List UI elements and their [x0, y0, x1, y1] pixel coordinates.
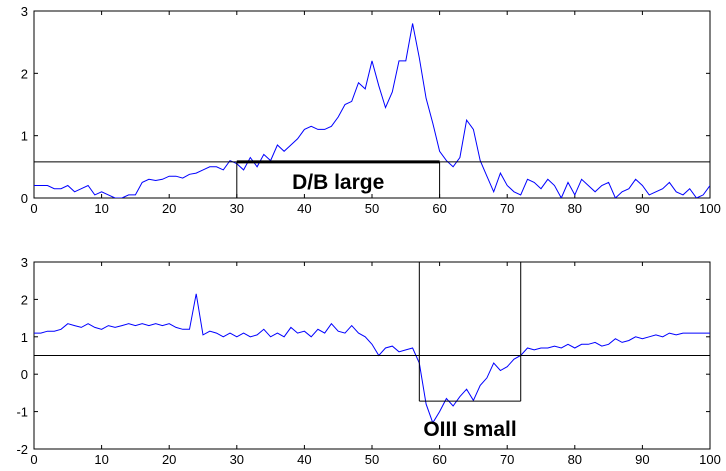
x-tick-label: 70: [500, 201, 514, 216]
y-tick-label: -2: [16, 442, 28, 457]
x-tick-label: 100: [699, 201, 721, 216]
x-tick-label: 0: [30, 201, 37, 216]
x-tick-label: 90: [635, 201, 649, 216]
y-tick-label: 2: [21, 66, 28, 81]
y-tick-label: 2: [21, 292, 28, 307]
x-tick-label: 90: [635, 452, 649, 467]
y-tick-label: -1: [16, 405, 28, 420]
axes-box: [34, 11, 710, 198]
x-tick-label: 0: [30, 452, 37, 467]
x-tick-label: 20: [162, 201, 176, 216]
x-tick-label: 20: [162, 452, 176, 467]
x-tick-label: 30: [230, 452, 244, 467]
x-tick-label: 60: [432, 201, 446, 216]
annotation-label: OIII small: [423, 418, 516, 441]
y-tick-label: 3: [21, 255, 28, 270]
bottom-chart-panel: 0 10 20 30 40 50 60 70 80 90 100 -2 -1 0 1 2 3 OIII small: [16, 255, 720, 467]
x-tick-label: 60: [432, 452, 446, 467]
x-tick-label: 50: [365, 452, 379, 467]
x-tick-label: 10: [94, 201, 108, 216]
top-chart-panel: 0 10 20 30 40 50 60 70 80 90 100 0 1 2 3 D/B large: [21, 4, 721, 216]
x-tick-label: 80: [568, 452, 582, 467]
y-tick-label: 0: [21, 191, 28, 206]
x-tick-label: 100: [699, 452, 721, 467]
x-tick-label: 50: [365, 201, 379, 216]
y-tick-label: 1: [21, 129, 28, 144]
y-tick-label: 0: [21, 367, 28, 382]
series-line: [34, 294, 710, 423]
x-tick-label: 40: [297, 201, 311, 216]
x-tick-label: 40: [297, 452, 311, 467]
y-tick-label: 1: [21, 330, 28, 345]
x-tick-label: 30: [230, 201, 244, 216]
x-tick-label: 10: [94, 452, 108, 467]
annotation-label: D/B large: [292, 171, 384, 194]
x-tick-label: 70: [500, 452, 514, 467]
x-tick-label: 80: [568, 201, 582, 216]
y-tick-label: 3: [21, 4, 28, 19]
